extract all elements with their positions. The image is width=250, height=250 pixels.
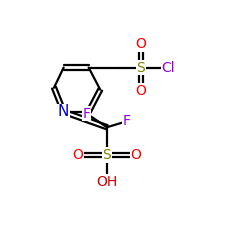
Text: S: S <box>136 60 145 74</box>
Text: S: S <box>102 148 111 162</box>
Text: N: N <box>58 104 69 119</box>
Text: O: O <box>130 148 141 162</box>
Text: Cl: Cl <box>162 60 175 74</box>
Text: F: F <box>122 114 130 128</box>
Text: O: O <box>135 38 146 52</box>
Text: O: O <box>73 148 84 162</box>
Text: O: O <box>135 84 146 98</box>
Text: F: F <box>83 107 91 121</box>
Text: OH: OH <box>96 175 118 189</box>
